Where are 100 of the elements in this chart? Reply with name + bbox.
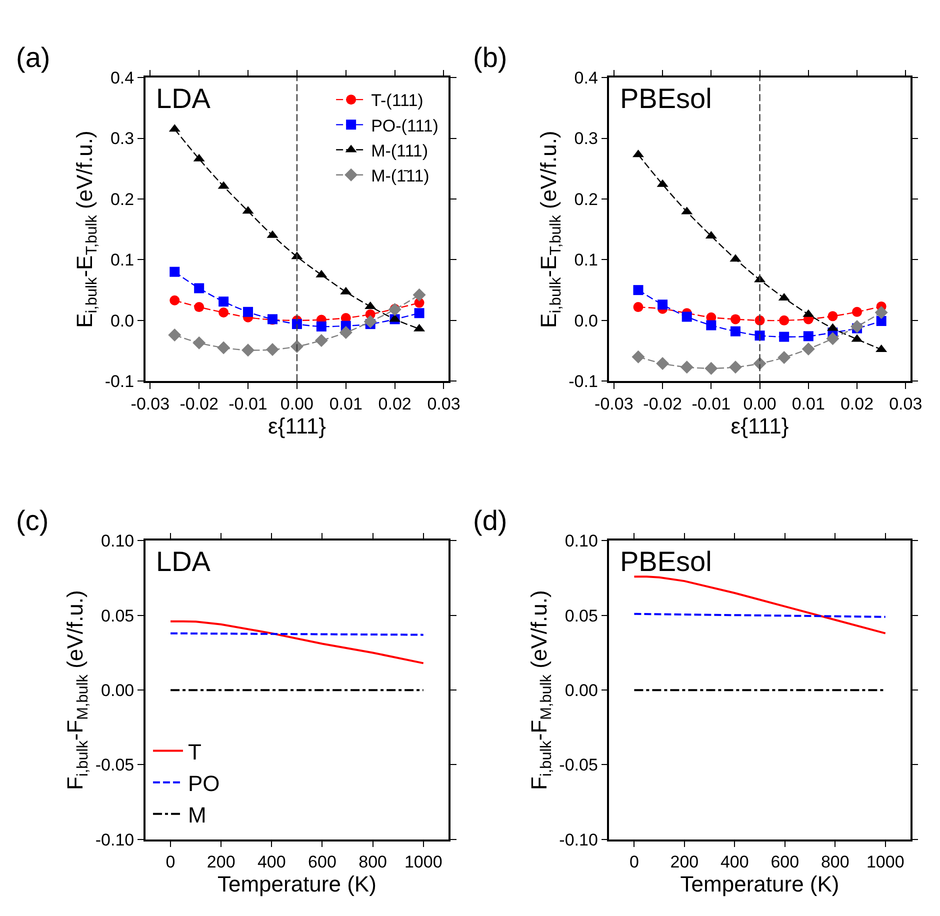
legend-label: T xyxy=(188,739,202,764)
legend-label: M xyxy=(188,802,206,828)
point xyxy=(852,306,862,317)
x-tick-label: 400 xyxy=(720,852,749,872)
line-series xyxy=(633,576,886,634)
y-tick-label: 0.05 xyxy=(101,606,134,626)
y-tick-label: 0.10 xyxy=(564,532,598,551)
y-tick-label: 0.4 xyxy=(110,68,134,88)
point xyxy=(658,300,668,310)
x-tick-label: 200 xyxy=(206,852,236,872)
x-tick-label: 0.01 xyxy=(792,394,825,414)
y-tick-label: 0.4 xyxy=(574,68,598,88)
y-tick-label: 0.3 xyxy=(574,129,598,148)
chart-title: (b) xyxy=(473,42,508,73)
x-axis-title: ε{111} xyxy=(268,413,326,438)
point xyxy=(364,315,377,328)
point xyxy=(779,315,790,326)
y-tick-label: 0.0 xyxy=(574,311,598,330)
point xyxy=(682,312,692,322)
point xyxy=(874,306,888,320)
chart-title: (a) xyxy=(16,42,50,73)
annotation: LDA xyxy=(156,83,211,114)
y-tick-label: 0.10 xyxy=(101,532,134,551)
y-tick-label: 0.00 xyxy=(564,681,598,700)
x-tick-label: 400 xyxy=(257,852,286,872)
annotation: LDA xyxy=(156,546,211,577)
point xyxy=(168,328,182,342)
x-tick-label: 800 xyxy=(358,852,387,872)
point xyxy=(704,362,718,375)
point xyxy=(218,296,229,307)
legend-label: PO xyxy=(188,770,220,796)
point xyxy=(680,360,694,374)
x-tick-label: 600 xyxy=(770,852,800,872)
point xyxy=(194,283,204,294)
chart-title: (c) xyxy=(16,505,49,536)
point xyxy=(850,320,864,333)
point xyxy=(314,334,328,347)
x-axis-title: ε{111} xyxy=(730,413,789,438)
point xyxy=(170,266,180,277)
point xyxy=(633,302,644,312)
point xyxy=(414,308,424,318)
y-tick-label: 0.05 xyxy=(564,606,598,626)
x-tick-label: -0.02 xyxy=(180,394,218,414)
x-axis-title: Temperature (K) xyxy=(680,872,840,897)
point xyxy=(242,344,255,357)
legend-label: M-(111) xyxy=(371,141,428,160)
y-tick-label: -0.10 xyxy=(559,830,598,850)
y-tick-label: 0.1 xyxy=(110,250,134,270)
point xyxy=(779,332,790,342)
point xyxy=(292,319,302,330)
x-tick-label: 0.03 xyxy=(889,394,922,414)
point xyxy=(728,360,742,374)
legend-label: T-(111) xyxy=(371,91,424,110)
y-tick-label: -0.05 xyxy=(95,756,134,775)
legend-label: M-(1̄11) xyxy=(371,166,430,186)
y-tick-label: -0.05 xyxy=(559,756,598,775)
x-tick-label: 0.00 xyxy=(280,394,314,414)
x-tick-label: 600 xyxy=(308,852,336,872)
point xyxy=(803,331,814,342)
point xyxy=(826,332,840,346)
x-tick-label: 0.01 xyxy=(329,394,362,414)
annotation: PBEsol xyxy=(620,83,712,114)
x-tick-label: 0.00 xyxy=(743,394,776,414)
x-tick-label: 200 xyxy=(670,852,699,872)
point xyxy=(170,295,180,306)
y-tick-label: 0.2 xyxy=(110,190,134,209)
point xyxy=(266,343,279,356)
point xyxy=(828,311,838,322)
x-tick-label: 0.02 xyxy=(840,394,874,414)
x-tick-label: -0.03 xyxy=(594,394,634,414)
x-tick-label: -0.01 xyxy=(228,394,268,414)
x-tick-label: 0.02 xyxy=(378,394,412,414)
point xyxy=(316,321,326,332)
point xyxy=(802,342,815,356)
y-tick-label: 0.1 xyxy=(574,250,598,270)
point xyxy=(218,308,229,318)
legend-label: PO-(111) xyxy=(371,116,438,136)
point xyxy=(412,288,426,302)
x-tick-label: -0.02 xyxy=(643,394,682,414)
point xyxy=(194,302,204,312)
point xyxy=(706,320,716,330)
point xyxy=(243,306,254,317)
x-tick-label: -0.01 xyxy=(692,394,731,414)
y-tick-label: 0.2 xyxy=(574,190,598,209)
point xyxy=(339,326,352,340)
annotation: PBEsol xyxy=(620,546,712,577)
x-tick-label: 0.03 xyxy=(427,394,460,414)
x-tick-label: -0.03 xyxy=(130,394,170,414)
x-tick-label: 0 xyxy=(629,852,639,872)
y-tick-label: 0.3 xyxy=(110,129,134,148)
point xyxy=(633,285,644,296)
point xyxy=(876,316,886,326)
point xyxy=(778,350,791,364)
y-tick-label: -0.1 xyxy=(568,372,598,392)
line-series xyxy=(170,620,424,664)
x-tick-label: 0 xyxy=(166,852,176,872)
point xyxy=(217,341,230,354)
x-axis-title: Temperature (K) xyxy=(217,872,376,897)
x-tick-label: 800 xyxy=(820,852,850,872)
point xyxy=(632,350,645,364)
